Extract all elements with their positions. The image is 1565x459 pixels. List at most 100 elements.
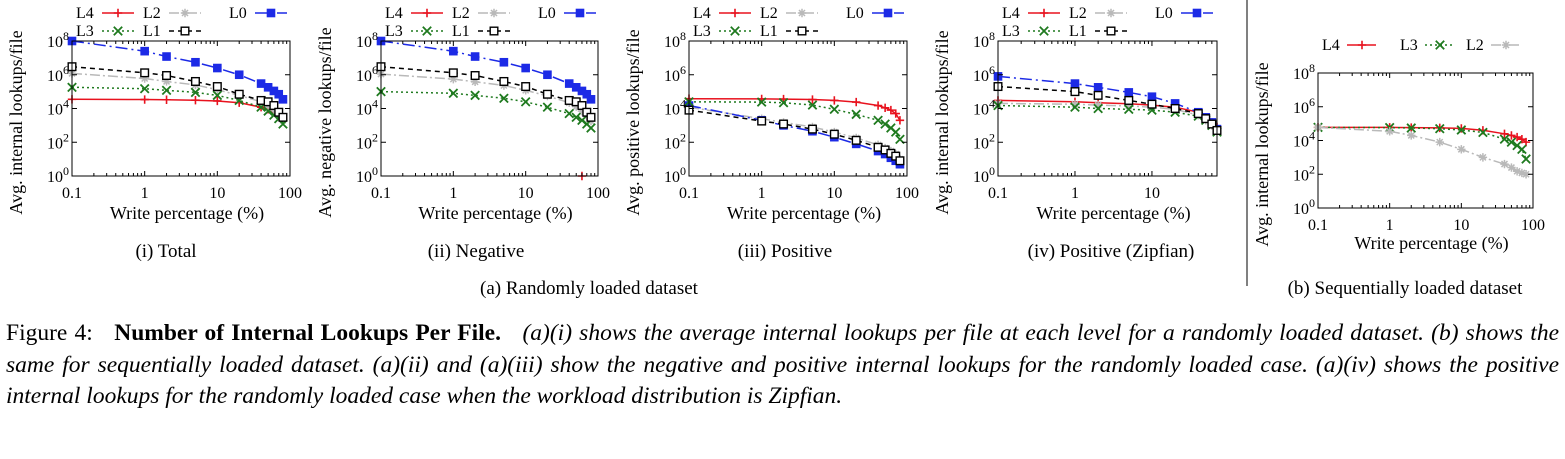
y-tick-label: 100 bbox=[664, 164, 686, 186]
figure-4-charts: 100 102 104 106 108 0.1 1 10 100 Write percentage… bbox=[6, 0, 1545, 299]
legend-label: L0 bbox=[229, 5, 247, 22]
line-L3 bbox=[997, 104, 1218, 133]
x-tick-label: 1 bbox=[141, 185, 149, 202]
figure-caption: Figure 4: Number of Internal Lookups Per… bbox=[6, 318, 1559, 413]
line-L2 bbox=[1317, 126, 1527, 176]
y-tick-label: 102 bbox=[973, 130, 995, 152]
y-tick-label: 104 bbox=[1293, 129, 1315, 151]
y-tick-label: 108 bbox=[664, 29, 686, 51]
series-L4 bbox=[1313, 123, 1531, 147]
x-tick-label: 100 bbox=[586, 185, 610, 202]
legend-label: L1 bbox=[1069, 23, 1087, 40]
y-tick-label: 106 bbox=[664, 63, 686, 85]
point-L2 bbox=[577, 106, 587, 116]
y-tick-label: 100 bbox=[47, 164, 69, 186]
point-L3 bbox=[499, 93, 509, 104]
point-L4 bbox=[1512, 132, 1522, 142]
point-L1 bbox=[577, 101, 587, 111]
chart-b: 100 102 104 106 108 0.1 1 10 100 Write percentage… bbox=[1252, 37, 1545, 254]
series-L1 bbox=[684, 105, 905, 166]
chart-a-ii: 100 102 104 106 108 0.1 1 10 100 Write percentage… bbox=[315, 5, 610, 262]
point-L0 bbox=[499, 57, 509, 67]
point-L3 bbox=[873, 115, 883, 126]
legend-entry-L1: L1 bbox=[1069, 23, 1127, 40]
plot-frame bbox=[380, 40, 599, 177]
x-tick-label: 0.1 bbox=[679, 185, 699, 202]
chart-subtitle: (iv) Positive (Zipfian) bbox=[1028, 241, 1195, 262]
point-L2 bbox=[1435, 137, 1444, 147]
caption-text: (a)(i) shows the average internal lookup… bbox=[6, 320, 1559, 409]
legend-label: L4 bbox=[76, 5, 94, 22]
legend-entry-L4: L4 bbox=[385, 5, 443, 22]
point-L1 bbox=[1201, 114, 1211, 124]
point-L0 bbox=[1124, 88, 1134, 97]
legend-label: L2 bbox=[1069, 5, 1087, 22]
x-axis-label: Write percentage (%) bbox=[1354, 233, 1508, 254]
y-tick-label: 100 bbox=[356, 164, 378, 186]
point-L3 bbox=[212, 90, 223, 101]
point-L2 bbox=[1385, 127, 1394, 136]
chart-subtitle: (iii) Positive bbox=[738, 241, 832, 262]
group-a-label: (a) Randomly loaded dataset bbox=[480, 278, 699, 299]
series-L0 bbox=[67, 36, 288, 104]
point-L2 bbox=[572, 102, 581, 111]
point-L4 bbox=[213, 96, 222, 106]
point-L0 bbox=[449, 46, 458, 56]
point-L2 bbox=[1500, 159, 1509, 169]
legend-marker bbox=[1357, 40, 1367, 50]
legend: L4 L2 L0 L3 L1 bbox=[76, 5, 287, 40]
point-L2 bbox=[1507, 163, 1516, 172]
point-L3 bbox=[807, 100, 818, 110]
y-tick-label: 106 bbox=[973, 63, 995, 85]
point-L2 bbox=[1521, 170, 1531, 179]
point-L2 bbox=[1517, 168, 1527, 178]
x-tick-label: 1 bbox=[1386, 217, 1394, 234]
y-tick-label: 102 bbox=[47, 130, 69, 152]
point-L3 bbox=[1456, 125, 1467, 135]
legend-marker bbox=[422, 8, 432, 18]
y-tick-label: 108 bbox=[973, 29, 995, 51]
y-tick-label: 102 bbox=[356, 130, 378, 152]
legend-entry-L0: L0 bbox=[1155, 5, 1213, 22]
point-L2 bbox=[470, 77, 480, 87]
plot-frame bbox=[1317, 72, 1534, 209]
legend-entry-L3: L3 bbox=[1400, 37, 1454, 54]
series-L2 bbox=[993, 99, 1222, 135]
legend-entry-L3: L3 bbox=[1002, 23, 1060, 40]
x-tick-label: 1 bbox=[1071, 185, 1079, 202]
legend-marker bbox=[422, 26, 432, 36]
y-tick-label: 100 bbox=[1293, 196, 1315, 218]
point-L3 bbox=[1478, 127, 1488, 138]
line-L0 bbox=[997, 75, 1218, 130]
point-L0 bbox=[1147, 92, 1157, 102]
series-L0 bbox=[684, 101, 905, 169]
point-L2 bbox=[1070, 99, 1080, 109]
x-tick-label: 1 bbox=[449, 185, 457, 202]
line-L0 bbox=[380, 40, 592, 100]
point-L0 bbox=[191, 57, 200, 67]
legend-marker bbox=[1501, 40, 1511, 50]
point-L2 bbox=[449, 74, 458, 84]
legend-marker bbox=[797, 26, 807, 36]
point-L4 bbox=[895, 116, 905, 125]
series-L2 bbox=[1313, 123, 1531, 179]
point-L1 bbox=[140, 68, 150, 78]
point-L3 bbox=[190, 87, 201, 98]
legend-entry-L2: L2 bbox=[760, 5, 818, 22]
point-L3 bbox=[1499, 134, 1510, 145]
legend-label: L2 bbox=[1466, 37, 1484, 54]
y-tick-label: 100 bbox=[973, 164, 995, 186]
point-L2 bbox=[1478, 153, 1488, 162]
point-L2 bbox=[1124, 101, 1133, 111]
plot-frame bbox=[71, 40, 291, 177]
x-tick-label: 1 bbox=[758, 185, 766, 202]
point-L1 bbox=[190, 76, 200, 86]
point-L3 bbox=[1506, 137, 1517, 147]
legend-marker bbox=[113, 8, 123, 18]
legend-entry-L1: L1 bbox=[760, 23, 818, 40]
point-L4 bbox=[1457, 124, 1466, 133]
point-L3 bbox=[586, 123, 596, 133]
legend-marker bbox=[1039, 26, 1049, 36]
point-L0 bbox=[213, 63, 222, 73]
legend-entry-L4: L4 bbox=[1322, 37, 1376, 54]
